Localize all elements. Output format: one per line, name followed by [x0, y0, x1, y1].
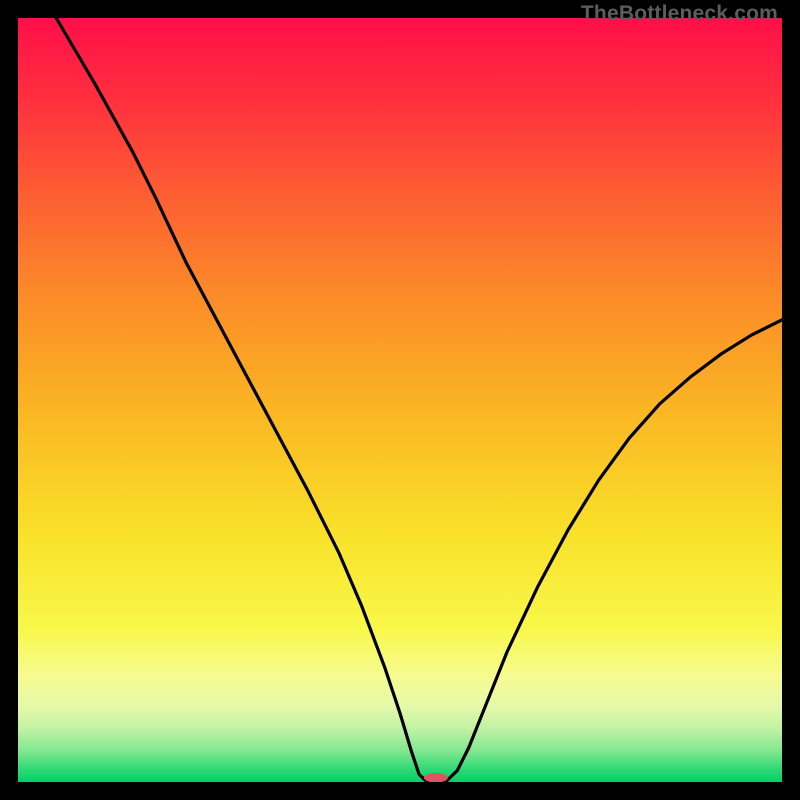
optimum-marker — [424, 774, 447, 782]
watermark-text: TheBottleneck.com — [581, 2, 778, 26]
chart-background-gradient — [18, 18, 782, 782]
chart-svg — [18, 18, 782, 782]
chart-plot-area — [18, 18, 782, 782]
chart-frame: TheBottleneck.com — [0, 0, 800, 800]
